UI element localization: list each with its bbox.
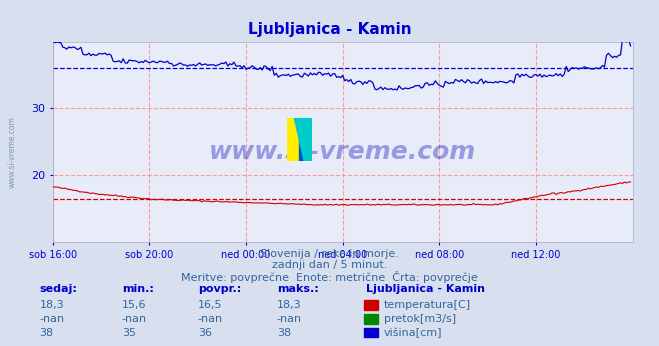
- Text: 18,3: 18,3: [40, 300, 64, 310]
- Text: 36: 36: [198, 328, 212, 338]
- Text: pretok[m3/s]: pretok[m3/s]: [384, 314, 455, 324]
- Text: 35: 35: [122, 328, 136, 338]
- Text: -nan: -nan: [198, 314, 223, 324]
- Text: zadnji dan / 5 minut.: zadnji dan / 5 minut.: [272, 260, 387, 270]
- Text: 16,5: 16,5: [198, 300, 222, 310]
- Text: Meritve: povprečne  Enote: metrične  Črta: povprečje: Meritve: povprečne Enote: metrične Črta:…: [181, 271, 478, 283]
- Text: -nan: -nan: [122, 314, 147, 324]
- Text: www.si-vreme.com: www.si-vreme.com: [209, 140, 476, 164]
- Text: 38: 38: [40, 328, 53, 338]
- Text: temperatura[C]: temperatura[C]: [384, 300, 471, 310]
- Text: 18,3: 18,3: [277, 300, 301, 310]
- Text: 15,6: 15,6: [122, 300, 146, 310]
- Bar: [364, 314, 378, 324]
- Bar: [364, 300, 378, 310]
- Text: Ljubljanica - Kamin: Ljubljanica - Kamin: [366, 284, 485, 294]
- Text: 38: 38: [277, 328, 291, 338]
- Text: www.si-vreme.com: www.si-vreme.com: [8, 116, 17, 188]
- Bar: [299, 118, 312, 161]
- Text: -nan: -nan: [277, 314, 302, 324]
- Bar: [364, 328, 378, 337]
- Text: Slovenija / reke in morje.: Slovenija / reke in morje.: [260, 249, 399, 259]
- Text: maks.:: maks.:: [277, 284, 318, 294]
- Text: sedaj:: sedaj:: [40, 284, 77, 294]
- Text: višina[cm]: višina[cm]: [384, 327, 442, 338]
- Text: Ljubljanica - Kamin: Ljubljanica - Kamin: [248, 22, 411, 37]
- Text: min.:: min.:: [122, 284, 154, 294]
- Bar: [287, 118, 299, 161]
- Polygon shape: [294, 118, 312, 161]
- Text: povpr.:: povpr.:: [198, 284, 241, 294]
- Text: -nan: -nan: [40, 314, 65, 324]
